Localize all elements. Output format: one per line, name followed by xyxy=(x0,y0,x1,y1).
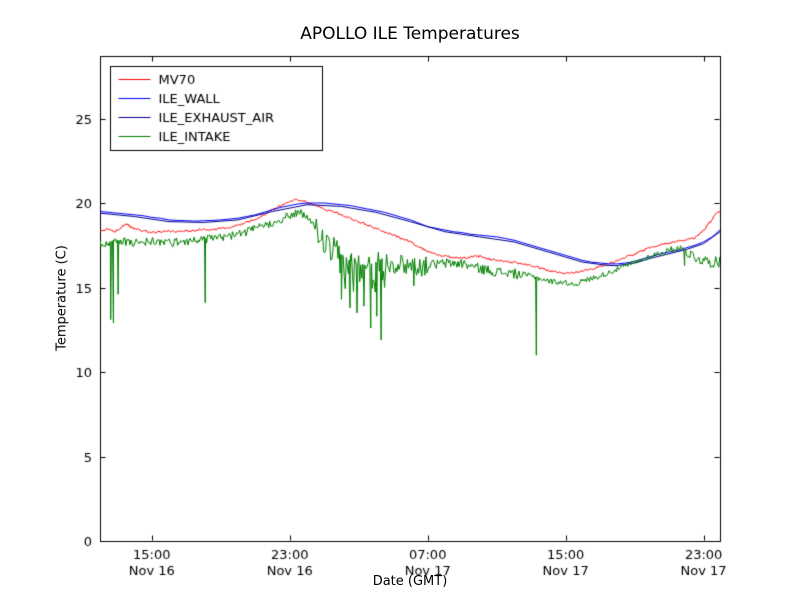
chart-figure: APOLLO ILE Temperatures Date (GMT) Tempe… xyxy=(0,0,800,600)
chart-canvas xyxy=(0,0,800,600)
